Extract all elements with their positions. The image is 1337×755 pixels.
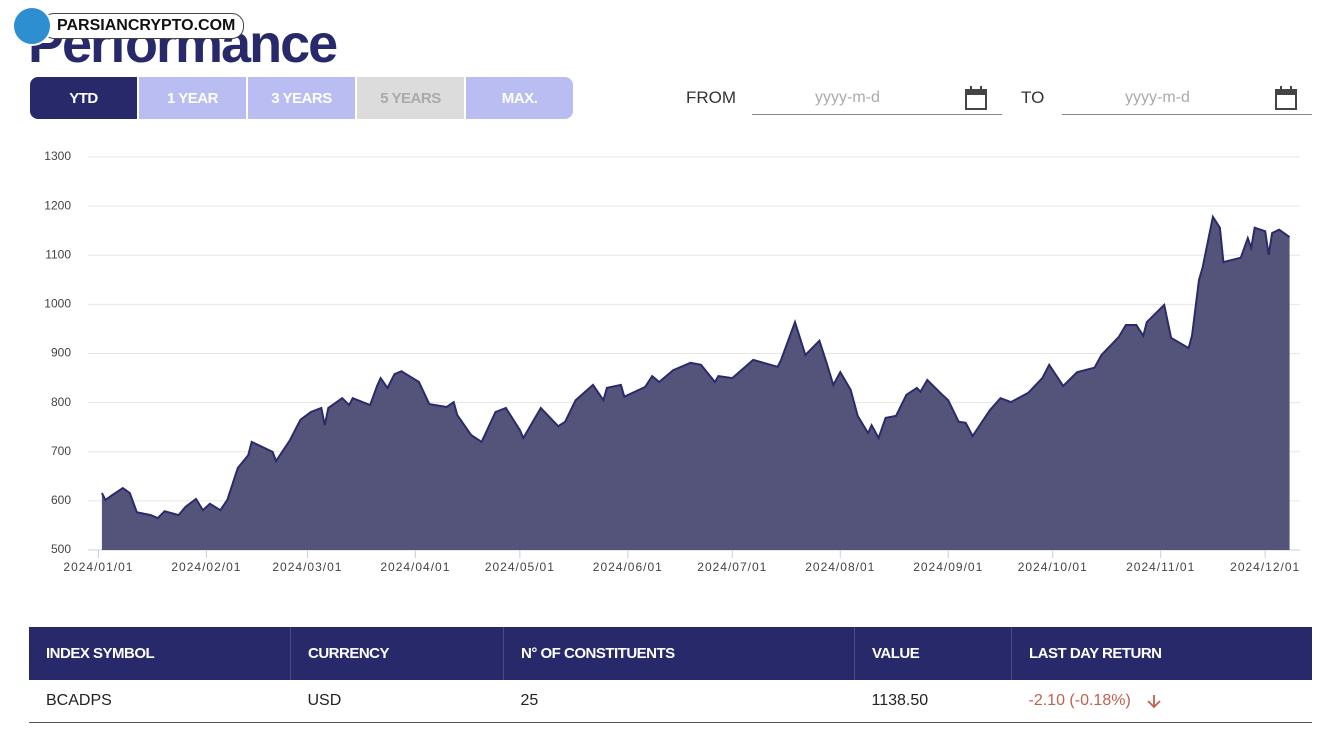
down-arrow [1147, 694, 1161, 709]
y-tick-label: 600 [51, 493, 71, 507]
chart: 500 600 700 800 900 1000 1100 1200 1300 2024/01/0… [44, 149, 1300, 574]
y-tick-label: 1200 [44, 198, 71, 212]
x-tick-label: 2024/04/01 [380, 560, 450, 574]
tab[interactable]: 3 YEARS [248, 77, 355, 119]
x-tick-label: 2024/01/01 [63, 560, 133, 574]
calendar-icon [1275, 86, 1297, 110]
column-header: VALUE [854, 627, 1012, 680]
column-header: LAST DAY RETURN [1011, 627, 1312, 680]
area [101, 216, 1290, 550]
from-label: FROM [686, 88, 737, 107]
index-table: INDEX SYMBOL CURRENCY N° OF CONSTITUENTS… [29, 627, 1312, 723]
watermark: PARSIANCRYPTO.COM [12, 6, 245, 46]
to-input[interactable]: yyyy-m-d [1062, 80, 1312, 115]
x-tick-label: 2024/12/01 [1230, 560, 1300, 574]
placeholder: yyyy-m-d [1125, 89, 1190, 106]
y-tick-label: 1100 [45, 247, 71, 261]
calendar-icon [965, 86, 987, 110]
y-tick-label: 700 [51, 444, 71, 458]
column-header: CURRENCY [290, 627, 504, 680]
y-tick-label: 900 [51, 346, 71, 360]
x-tick-label: 2024/05/01 [485, 560, 555, 574]
from-input[interactable]: yyyy-m-d [752, 80, 1002, 115]
x-tick-label: 2024/09/01 [913, 560, 983, 574]
x-tick-label: 2024/03/01 [272, 560, 342, 574]
cell: BCADPS [29, 680, 291, 723]
y-tick-label: 800 [51, 395, 71, 409]
y-tick-label: 1000 [44, 297, 71, 311]
cell: 25 [503, 680, 855, 723]
data-row: BCADPS USD 25 1138.50 -2.10 (-0.18%) [29, 680, 1312, 723]
column-header: N° OF CONSTITUENTS [503, 627, 855, 680]
header-row: INDEX SYMBOL CURRENCY N° OF CONSTITUENTS… [29, 627, 1312, 680]
cell: 1138.50 [854, 680, 1012, 723]
x-tick-label: 2024/10/01 [1018, 560, 1088, 574]
column-header: INDEX SYMBOL [29, 627, 291, 680]
x-tick-label: 2024/02/01 [171, 560, 241, 574]
tab[interactable]: MAX. [466, 77, 573, 119]
x-tick-label: 2024/11/01 [1126, 560, 1195, 574]
cell: USD [290, 680, 504, 723]
tab[interactable]: 5 YEARS [357, 77, 464, 119]
y-tick-label: 1300 [44, 149, 71, 163]
x-tick-label: 2024/06/01 [593, 560, 663, 574]
y-tick-label: 500 [51, 542, 71, 556]
watermark-text: PARSIANCRYPTO.COM [42, 13, 245, 39]
return-text: -2.10 (-0.18%) [1028, 692, 1131, 709]
placeholder: yyyy-m-d [815, 89, 880, 106]
to-label: TO [1021, 88, 1045, 107]
x-tick-label: 2024/08/01 [805, 560, 875, 574]
line [101, 214, 1291, 520]
period-tabs: YTD 1 YEAR 3 YEARS 5 YEARS MAX. [30, 77, 573, 119]
tab[interactable]: YTD [30, 77, 137, 119]
tab[interactable]: 1 YEAR [139, 77, 246, 119]
cell: -2.10 (-0.18%) [1011, 680, 1312, 723]
watermark-icon [12, 6, 52, 46]
x-tick-label: 2024/07/01 [697, 560, 767, 574]
